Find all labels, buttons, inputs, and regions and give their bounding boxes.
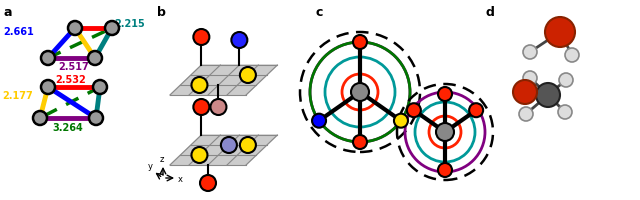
Text: 2.661: 2.661 (3, 27, 34, 37)
Polygon shape (170, 65, 277, 95)
Circle shape (565, 48, 579, 62)
Text: a: a (4, 6, 13, 19)
Circle shape (536, 83, 560, 107)
Text: b: b (157, 6, 166, 19)
Text: 2.215: 2.215 (114, 19, 145, 29)
Text: 2.177: 2.177 (2, 91, 33, 101)
Circle shape (394, 114, 408, 128)
Circle shape (33, 111, 47, 125)
Circle shape (240, 67, 256, 83)
Text: y: y (147, 162, 152, 171)
Circle shape (41, 80, 55, 94)
Text: c: c (316, 6, 323, 19)
Circle shape (193, 29, 209, 45)
Circle shape (68, 21, 82, 35)
Circle shape (231, 32, 247, 48)
Circle shape (193, 99, 209, 115)
Text: x: x (178, 174, 183, 184)
Text: d: d (486, 6, 495, 19)
Circle shape (41, 51, 55, 65)
Circle shape (88, 51, 102, 65)
Text: 2.532: 2.532 (55, 75, 86, 85)
Circle shape (469, 103, 483, 117)
Circle shape (438, 87, 452, 101)
Circle shape (105, 21, 119, 35)
Circle shape (513, 80, 537, 104)
Circle shape (191, 77, 207, 93)
Circle shape (407, 103, 421, 117)
Circle shape (438, 163, 452, 177)
Circle shape (353, 135, 367, 149)
Circle shape (93, 80, 107, 94)
Circle shape (221, 137, 237, 153)
Circle shape (89, 111, 103, 125)
Circle shape (191, 147, 207, 163)
Polygon shape (170, 135, 277, 165)
Circle shape (351, 83, 369, 101)
Circle shape (436, 123, 454, 141)
Circle shape (240, 137, 256, 153)
Circle shape (559, 73, 573, 87)
Circle shape (558, 105, 572, 119)
Text: z: z (160, 155, 164, 164)
Circle shape (519, 107, 533, 121)
Text: 2.517: 2.517 (58, 62, 89, 72)
Circle shape (545, 17, 575, 47)
Circle shape (523, 45, 537, 59)
Circle shape (211, 99, 227, 115)
Circle shape (523, 71, 537, 85)
Circle shape (312, 114, 326, 128)
Circle shape (200, 175, 216, 191)
Text: 3.264: 3.264 (52, 123, 83, 133)
Circle shape (353, 35, 367, 49)
